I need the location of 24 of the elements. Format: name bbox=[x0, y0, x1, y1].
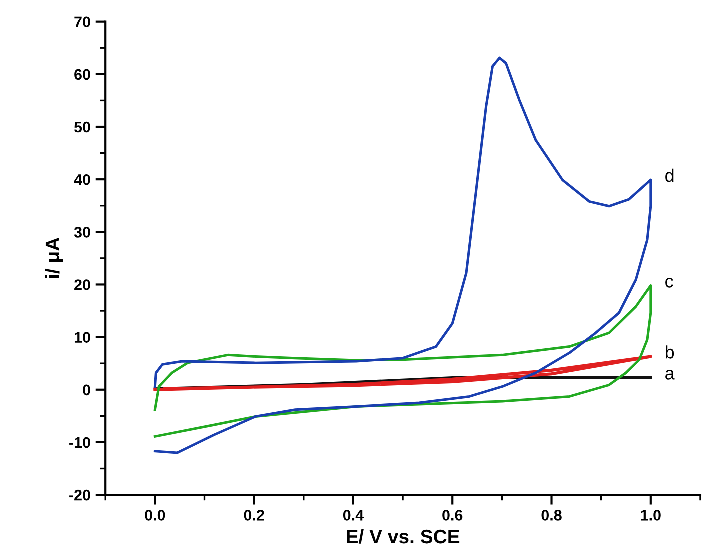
x-tick-label: 1.0 bbox=[641, 510, 661, 521]
y-tick-label: 20 bbox=[74, 280, 90, 290]
y-tick-label: 10 bbox=[74, 332, 90, 343]
y-axis-title: i/ μA bbox=[45, 238, 64, 278]
y-tick-label: 50 bbox=[74, 122, 90, 133]
y-tick-label: -10 bbox=[70, 437, 90, 448]
line-series bbox=[154, 355, 652, 392]
y-tick-label: 60 bbox=[74, 69, 90, 80]
y-tick-label: -20 bbox=[70, 490, 90, 501]
y-tick-label: 30 bbox=[74, 227, 90, 238]
y-tick-label: 40 bbox=[74, 174, 90, 186]
x-tick-label: 0.4 bbox=[343, 510, 364, 521]
x-tick-label: 0.0 bbox=[145, 510, 166, 521]
series-label: b bbox=[666, 346, 674, 359]
y-tick-label: 70 bbox=[74, 16, 90, 28]
line-series bbox=[154, 56, 652, 454]
x-axis-title: E/ V vs. SCE bbox=[347, 529, 460, 544]
series-label: a bbox=[666, 370, 675, 380]
x-tick-label: 0.8 bbox=[542, 510, 562, 521]
x-tick-label: 0.2 bbox=[244, 510, 264, 521]
series-label: d bbox=[666, 168, 674, 182]
x-tick-label: 0.6 bbox=[442, 510, 463, 521]
y-tick-label: 0 bbox=[83, 384, 90, 396]
series-label: c bbox=[666, 278, 674, 288]
